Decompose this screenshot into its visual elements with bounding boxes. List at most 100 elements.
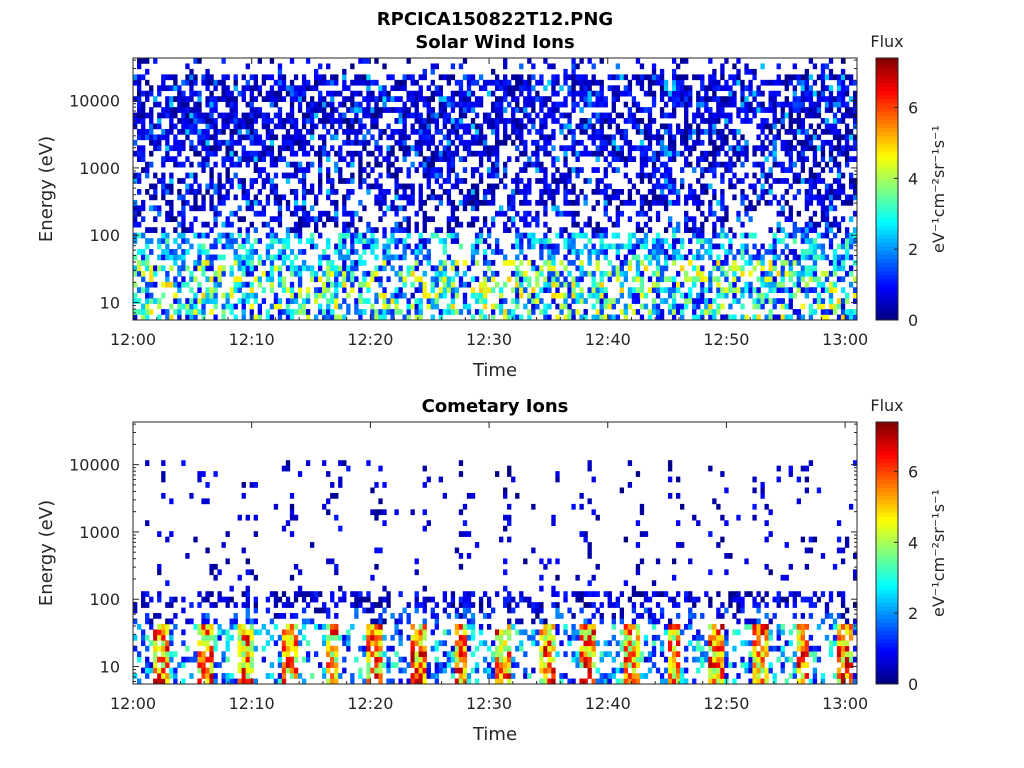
heatmap-cell bbox=[595, 128, 600, 135]
heatmap-cell bbox=[667, 139, 673, 146]
heatmap-cell bbox=[350, 238, 355, 244]
heatmap-cell bbox=[539, 74, 544, 81]
heatmap-cell bbox=[740, 134, 745, 141]
heatmap-cell bbox=[595, 134, 600, 141]
heatmap-cell bbox=[177, 210, 182, 217]
heatmap-cell bbox=[169, 596, 174, 603]
heatmap-cell bbox=[820, 205, 826, 212]
heatmap-cell bbox=[776, 270, 781, 277]
heatmap-cell bbox=[157, 596, 162, 603]
heatmap-cell bbox=[201, 74, 206, 81]
heatmap-cell bbox=[611, 118, 616, 124]
heatmap-cell bbox=[571, 232, 576, 239]
heatmap-cell bbox=[322, 118, 327, 124]
heatmap-cell bbox=[173, 651, 178, 658]
heatmap-cell bbox=[772, 265, 777, 272]
heatmap-cell bbox=[748, 85, 753, 92]
heatmap-cell bbox=[599, 287, 604, 294]
heatmap-cell bbox=[519, 118, 524, 124]
heatmap-cell bbox=[659, 199, 665, 206]
heatmap-cell bbox=[285, 118, 291, 124]
heatmap-cell bbox=[430, 161, 435, 168]
heatmap-cell bbox=[748, 216, 753, 223]
heatmap-cell bbox=[221, 254, 226, 261]
heatmap-cell bbox=[157, 112, 162, 119]
heatmap-cell bbox=[836, 145, 842, 152]
heatmap-cell bbox=[233, 139, 238, 146]
heatmap-cell bbox=[788, 101, 793, 108]
heatmap-cell bbox=[671, 68, 677, 75]
heatmap-cell bbox=[575, 150, 580, 157]
heatmap-cell bbox=[157, 613, 162, 619]
heatmap-cell bbox=[326, 101, 331, 108]
heatmap-cell bbox=[253, 292, 258, 299]
heatmap-cell bbox=[792, 145, 797, 152]
heatmap-cell bbox=[760, 123, 765, 130]
heatmap-cell bbox=[784, 189, 789, 195]
heatmap-cell bbox=[434, 90, 439, 97]
heatmap-cell bbox=[780, 281, 785, 288]
heatmap-cell bbox=[820, 210, 826, 217]
heatmap-cell bbox=[241, 309, 246, 315]
heatmap-cell bbox=[173, 145, 178, 152]
heatmap-cell bbox=[225, 558, 230, 565]
heatmap-cell bbox=[225, 640, 230, 647]
heatmap-cell bbox=[334, 303, 339, 310]
heatmap-cell bbox=[543, 210, 548, 217]
heatmap-cell bbox=[772, 96, 777, 102]
heatmap-cell bbox=[708, 85, 713, 92]
heatmap-cell bbox=[378, 265, 383, 272]
heatmap-cell bbox=[314, 227, 319, 233]
heatmap-cell bbox=[635, 118, 641, 124]
heatmap-cell bbox=[137, 656, 142, 663]
heatmap-cell bbox=[720, 134, 725, 141]
heatmap-cell bbox=[848, 194, 854, 201]
heatmap-cell bbox=[386, 172, 391, 179]
heatmap-cell bbox=[676, 189, 681, 195]
solar-wind-colorbar-title: Flux bbox=[870, 32, 903, 51]
heatmap-cell bbox=[808, 139, 814, 146]
heatmap-cell bbox=[812, 145, 818, 152]
heatmap-cell bbox=[390, 85, 395, 92]
heatmap-cell bbox=[173, 254, 178, 261]
heatmap-cell bbox=[462, 128, 468, 135]
heatmap-cell bbox=[780, 161, 785, 168]
heatmap-cell bbox=[297, 232, 303, 239]
heatmap-cell bbox=[137, 259, 142, 266]
heatmap-cell bbox=[490, 161, 496, 168]
heatmap-cell bbox=[482, 249, 488, 255]
heatmap-cell bbox=[651, 194, 657, 201]
heatmap-cell bbox=[523, 150, 528, 157]
heatmap-cell bbox=[792, 90, 797, 97]
heatmap-cell bbox=[213, 221, 218, 228]
heatmap-cell bbox=[378, 90, 383, 97]
heatmap-cell bbox=[249, 265, 254, 272]
heatmap-cell bbox=[265, 194, 271, 201]
heatmap-cell bbox=[434, 281, 439, 288]
heatmap-cell bbox=[382, 243, 387, 250]
heatmap-cell bbox=[229, 270, 234, 277]
heatmap-cell bbox=[599, 123, 604, 130]
heatmap-cell bbox=[611, 90, 616, 97]
heatmap-cell bbox=[237, 287, 242, 294]
heatmap-cell bbox=[627, 90, 633, 97]
heatmap-cell bbox=[277, 238, 283, 244]
heatmap-cell bbox=[599, 238, 604, 244]
heatmap-cell bbox=[539, 134, 544, 141]
heatmap-cell bbox=[362, 205, 367, 212]
heatmap-cell bbox=[619, 281, 625, 288]
heatmap-cell bbox=[334, 210, 339, 217]
heatmap-cell bbox=[812, 254, 818, 261]
heatmap-cell bbox=[474, 134, 480, 141]
heatmap-cell bbox=[330, 183, 335, 190]
heatmap-cell bbox=[269, 232, 275, 239]
heatmap-cell bbox=[659, 123, 665, 130]
heatmap-cell bbox=[700, 101, 705, 108]
heatmap-cell bbox=[414, 118, 419, 124]
heatmap-cell bbox=[450, 227, 456, 233]
heatmap-cell bbox=[466, 145, 472, 152]
heatmap-cell bbox=[507, 199, 512, 206]
heatmap-cell bbox=[712, 298, 717, 304]
heatmap-cell bbox=[784, 150, 789, 157]
heatmap-cell bbox=[547, 107, 552, 113]
